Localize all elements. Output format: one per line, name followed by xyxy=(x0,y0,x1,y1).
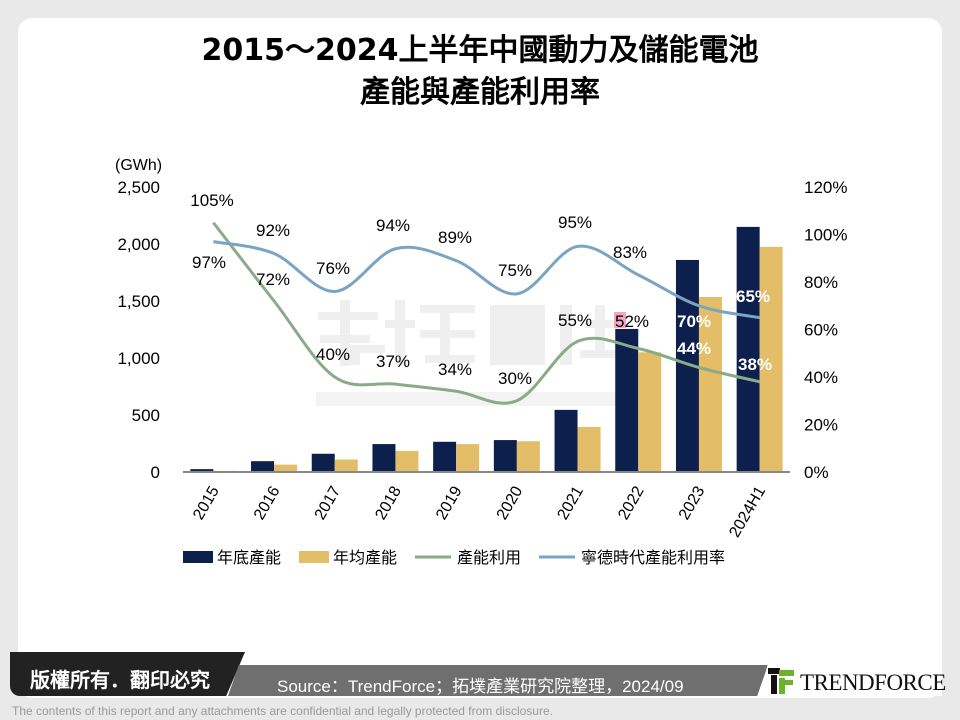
data-label-utilization: 105% xyxy=(190,191,233,210)
line-utilization xyxy=(212,221,760,405)
bar-average-2024H1 xyxy=(759,246,783,472)
x-tick-label: 2022 xyxy=(615,483,648,522)
x-tick-label: 2021 xyxy=(554,483,587,522)
card xyxy=(18,18,942,698)
bar-average-2020 xyxy=(516,441,540,472)
data-label-catl-utilization: 94% xyxy=(376,216,410,235)
data-label-catl-utilization: 75% xyxy=(498,261,532,280)
bar-year-end-2019 xyxy=(433,441,457,472)
watermark-shape xyxy=(320,335,370,343)
disclaimer: The contents of this report and any atta… xyxy=(12,704,553,718)
x-tick-label: 2020 xyxy=(494,483,527,522)
data-label-utilization: 72% xyxy=(256,270,290,289)
watermark-shape xyxy=(350,345,360,365)
bar-average-2022 xyxy=(638,352,662,472)
watermark-shape xyxy=(395,300,405,366)
copyright-text: 版權所有．翻印必究 xyxy=(30,668,210,692)
watermark-shape xyxy=(420,330,475,338)
bar-year-end-2022 xyxy=(615,328,639,472)
bar-year-end-2018 xyxy=(372,444,396,472)
title-line-2: 產能與產能利用率 xyxy=(360,75,600,110)
x-tick-label: 2023 xyxy=(676,483,709,522)
bar-average-2021 xyxy=(577,426,601,472)
legend-swatch xyxy=(299,551,329,563)
brand-name: TrendForce xyxy=(800,670,946,695)
watermark-shape xyxy=(360,345,385,353)
legend-label: 產能利用 xyxy=(457,549,521,567)
brand-area xyxy=(760,636,942,696)
y2-tick-label: 120% xyxy=(804,178,847,197)
y-axis-unit: (GWh) xyxy=(115,157,162,174)
x-tick-label: 2024H1 xyxy=(726,483,769,540)
bar-year-end-2020 xyxy=(493,440,517,472)
bar-average-2016 xyxy=(274,464,298,472)
x-tick-label: 2018 xyxy=(372,483,405,522)
data-label-utilization: 37% xyxy=(376,352,410,371)
bar-year-end-2023 xyxy=(675,259,699,472)
data-label-catl-utilization: 95% xyxy=(558,213,592,232)
data-label-catl-utilization: 65% xyxy=(736,287,770,306)
x-tick-label: 2017 xyxy=(312,483,345,522)
data-label-catl-utilization: 83% xyxy=(613,243,647,262)
bar-year-end-2021 xyxy=(554,409,578,472)
footer-dark-band xyxy=(10,652,245,696)
y2-tick-label: 80% xyxy=(804,273,838,292)
data-label-utilization: 52% xyxy=(615,312,649,331)
data-label-catl-utilization: 76% xyxy=(316,259,350,278)
y-tick-label: 2,000 xyxy=(117,235,160,254)
y2-tick-label: 20% xyxy=(804,416,838,435)
y2-tick-label: 40% xyxy=(804,368,838,387)
label-highlight xyxy=(614,312,626,328)
x-tick-label: 2016 xyxy=(251,483,284,522)
watermark-shape xyxy=(580,350,625,358)
y-tick-label: 0 xyxy=(151,463,160,482)
bar-average-2019 xyxy=(456,444,480,472)
bar-average-2018 xyxy=(395,450,419,472)
bar-year-end-2017 xyxy=(311,453,335,472)
data-label-catl-utilization: 92% xyxy=(256,221,290,240)
watermark-shape xyxy=(340,300,350,366)
trendforce-logo-icon xyxy=(768,668,794,694)
y2-tick-label: 100% xyxy=(804,226,847,245)
data-label-utilization: 44% xyxy=(677,339,711,358)
y-tick-label: 1,500 xyxy=(117,292,160,311)
x-tick-label: 2015 xyxy=(190,483,223,522)
watermark-shape xyxy=(560,305,572,365)
legend-label: 寧德時代產能利用率 xyxy=(581,549,725,567)
y-tick-label: 1,000 xyxy=(117,349,160,368)
watermark-shape xyxy=(425,355,475,363)
watermark-shape xyxy=(595,305,605,350)
data-label-utilization: 38% xyxy=(738,355,772,374)
line-catl-utilization xyxy=(213,240,760,320)
y2-tick-label: 0% xyxy=(804,463,829,482)
watermark-logo xyxy=(318,300,632,366)
x-tick-label: 2019 xyxy=(433,483,466,522)
data-label-utilization: 30% xyxy=(498,369,532,388)
footer-source-band xyxy=(228,665,768,696)
watermark-shape xyxy=(490,305,545,365)
y2-tick-label: 60% xyxy=(804,321,838,340)
legend-label: 年均產能 xyxy=(333,549,397,567)
bar-year-end-2024H1 xyxy=(736,226,760,472)
data-label-catl-utilization: 89% xyxy=(438,228,472,247)
bar-year-end-2016 xyxy=(251,461,275,472)
watermark-subtitle-shape xyxy=(316,392,634,406)
y-tick-label: 500 xyxy=(132,406,160,425)
data-label-catl-utilization: 70% xyxy=(677,312,711,331)
data-label-utilization: 34% xyxy=(438,360,472,379)
y-tick-label: 2,500 xyxy=(117,178,160,197)
title-line-1: 2015～2024上半年中國動力及儲能電池 xyxy=(201,33,759,68)
chart-title: 2015～2024上半年中國動力及儲能電池 產能與產能利用率 xyxy=(0,30,960,114)
source-text: Source：TrendForce；拓墣產業研究院整理，2024/09 xyxy=(277,677,684,696)
data-label-utilization: 40% xyxy=(316,345,350,364)
data-label-utilization: 55% xyxy=(558,311,592,330)
watermark-shape xyxy=(385,320,415,328)
legend-swatch xyxy=(183,551,213,563)
bar-average-2017 xyxy=(334,459,358,472)
bar-average-2023 xyxy=(698,297,722,472)
data-label-catl-utilization: 97% xyxy=(192,253,226,272)
legend-label: 年底產能 xyxy=(217,549,281,567)
bar-year-end-2015 xyxy=(190,469,214,472)
